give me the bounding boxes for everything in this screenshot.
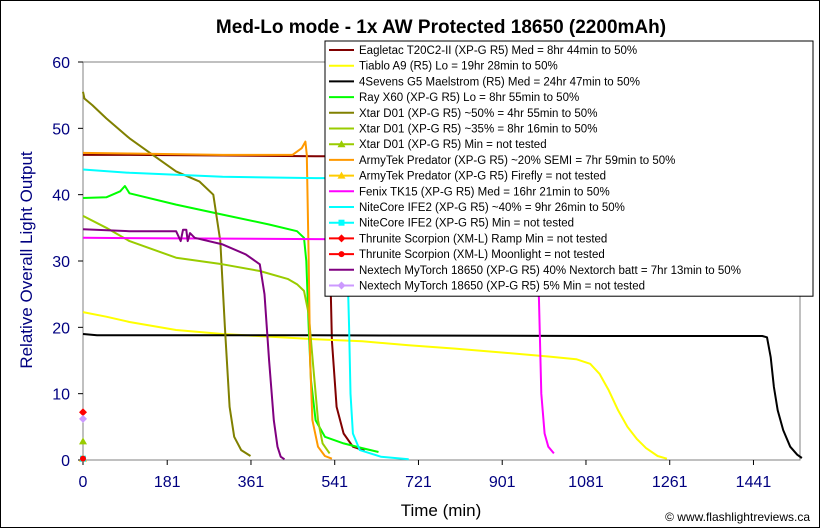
series-line-3 bbox=[82, 333, 803, 459]
legend-entry: Ray X60 (XP-G R5) Lo = 8hr 55min to 50% bbox=[359, 92, 579, 104]
legend-box bbox=[324, 40, 814, 297]
legend-entry: NiteCore IFE2 (XP-G R5) ~40% = 9hr 26min… bbox=[359, 202, 625, 214]
legend-marker bbox=[337, 234, 346, 243]
series-point-13 bbox=[79, 408, 87, 417]
legend-entry: Fenix TK15 (XP-G R5) Med = 16hr 21min to… bbox=[359, 186, 610, 198]
legend-entry: 4Sevens G5 Maelstrom (R5) Med = 24hr 47m… bbox=[359, 76, 640, 88]
legend-entry: Xtar D01 (XP-G R5) ~50% = 4hr 55min to 5… bbox=[359, 108, 597, 120]
legend-entry: ArmyTek Predator (XP-G R5) Firefly = not… bbox=[359, 171, 606, 183]
y-tick-label: 50 bbox=[52, 121, 70, 138]
series-line-2 bbox=[82, 311, 668, 460]
x-tick-label: 181 bbox=[154, 474, 181, 491]
x-tick-label: 1081 bbox=[568, 474, 604, 491]
legend-entry: Nextech MyTorch 18650 (XP-G R5) 40% Next… bbox=[359, 265, 741, 277]
x-tick-label: 541 bbox=[321, 474, 348, 491]
x-axis-label: Time (min) bbox=[401, 501, 482, 520]
y-tick-label: 60 bbox=[52, 55, 70, 72]
legend: Eagletac T20C2-II (XP-G R5) Med = 8hr 44… bbox=[324, 40, 814, 297]
credit-text: © www.flashlightreviews.ca bbox=[665, 510, 810, 524]
legend-entry: Eagletac T20C2-II (XP-G R5) Med = 8hr 44… bbox=[359, 45, 637, 57]
x-tick-label: 1261 bbox=[652, 474, 688, 491]
y-tick-label: 40 bbox=[52, 188, 70, 205]
y-tick-label: 0 bbox=[61, 453, 70, 470]
x-tick-label: 1441 bbox=[736, 474, 772, 491]
legend-marker bbox=[337, 171, 346, 179]
legend-entry: Xtar D01 (XP-G R5) Min = not tested bbox=[359, 139, 547, 151]
series-point-7 bbox=[79, 437, 87, 445]
legend-marker bbox=[337, 140, 346, 148]
series-line-15 bbox=[82, 228, 286, 461]
series-line-8 bbox=[82, 140, 333, 460]
legend-entry: Thrunite Scorpion (XM-L) Ramp Min = not … bbox=[359, 233, 607, 245]
legend-marker bbox=[338, 251, 345, 258]
legend-entry: ArmyTek Predator (XP-G R5) ~20% SEMI = 7… bbox=[359, 155, 675, 167]
chart-title: Med-Lo mode - 1x AW Protected 18650 (220… bbox=[216, 17, 666, 38]
legend-entry: Thrunite Scorpion (XM-L) Moonlight = not… bbox=[359, 249, 605, 261]
legend-entry: NiteCore IFE2 (XP-G R5) Min = not tested bbox=[359, 218, 574, 230]
y-tick-label: 30 bbox=[52, 254, 70, 271]
legend-marker bbox=[338, 219, 345, 226]
x-tick-label: 721 bbox=[405, 474, 432, 491]
y-tick-label: 10 bbox=[52, 387, 70, 404]
x-tick-label: 361 bbox=[238, 474, 265, 491]
series-line-6 bbox=[82, 215, 331, 454]
x-tick-label: 901 bbox=[489, 474, 516, 491]
series-point-14 bbox=[80, 455, 86, 462]
legend-entry: Tiablo A9 (R5) Lo = 19hr 28min to 50% bbox=[359, 61, 558, 73]
y-axis-label: Relative Overall Light Output bbox=[17, 151, 36, 369]
series-point-16 bbox=[79, 414, 87, 423]
tick-layer: 0 10 20 30 40 50 60 0 181 361 541 721 901 1081 1261 144… bbox=[52, 55, 771, 491]
series-line-5 bbox=[82, 91, 252, 457]
series-line-4 bbox=[82, 185, 379, 453]
x-tick-label: 0 bbox=[79, 474, 88, 491]
legend-entry: Nextech MyTorch 18650 (XP-G R5) 5% Min =… bbox=[359, 281, 645, 293]
y-tick-label: 20 bbox=[52, 320, 70, 337]
legend-entry: Xtar D01 (XP-G R5) ~35% = 8hr 16min to 5… bbox=[359, 124, 597, 136]
legend-marker bbox=[337, 281, 346, 290]
